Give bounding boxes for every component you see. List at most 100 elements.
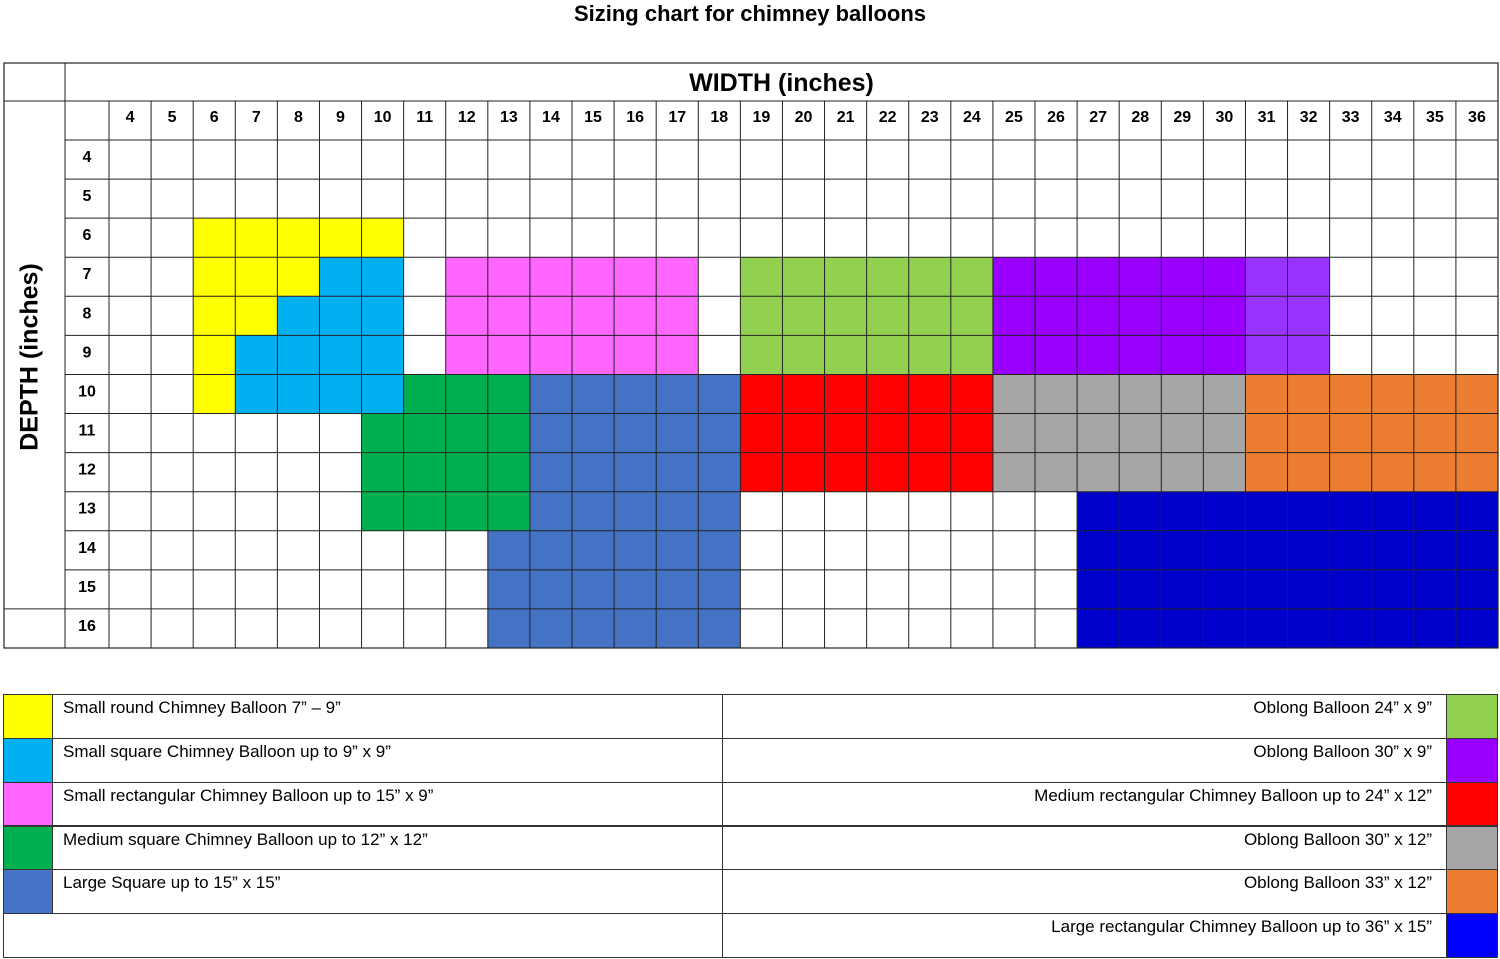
- cell-11x31: [1245, 413, 1288, 453]
- cell-16x14: [529, 608, 572, 648]
- cell-15x29: [1161, 569, 1204, 609]
- cell-7x29: [1161, 257, 1204, 297]
- cell-11x19: [740, 413, 783, 453]
- cell-15x14: [529, 569, 572, 609]
- cell-13x28: [1119, 491, 1162, 531]
- cell-10x14: [529, 374, 572, 414]
- cell-7x10: [361, 257, 404, 297]
- cell-9x13: [487, 335, 530, 375]
- cell-7x28: [1119, 257, 1162, 297]
- cell-12x20: [782, 452, 825, 492]
- cell-10x30: [1203, 374, 1246, 414]
- cell-6x6: [193, 218, 236, 258]
- cell-11x28: [1119, 413, 1162, 453]
- cell-10x25: [992, 374, 1035, 414]
- cell-15x35: [1413, 569, 1456, 609]
- cell-8x15: [572, 296, 615, 336]
- cell-11x26: [1035, 413, 1078, 453]
- cell-7x16: [614, 257, 657, 297]
- cell-8x14: [529, 296, 572, 336]
- cell-9x20: [782, 335, 825, 375]
- cell-6x8: [277, 218, 320, 258]
- cell-11x17: [656, 413, 699, 453]
- cell-11x35: [1413, 413, 1456, 453]
- cell-8x21: [824, 296, 867, 336]
- x-tick-label: 18: [710, 109, 728, 126]
- cell-9x8: [277, 335, 320, 375]
- x-tick-label: 28: [1131, 109, 1149, 126]
- y-tick-label: 14: [78, 540, 96, 557]
- cell-8x30: [1203, 296, 1246, 336]
- x-tick-label: 34: [1384, 109, 1402, 126]
- cell-10x21: [824, 374, 867, 414]
- cell-10x18: [698, 374, 741, 414]
- cell-9x7: [235, 335, 278, 375]
- cell-9x14: [529, 335, 572, 375]
- cell-7x17: [656, 257, 699, 297]
- cell-12x17: [656, 452, 699, 492]
- cell-16x31: [1245, 608, 1288, 648]
- cell-11x23: [908, 413, 951, 453]
- cell-12x25: [992, 452, 1035, 492]
- y-tick-label: 5: [83, 188, 92, 205]
- cell-16x34: [1371, 608, 1414, 648]
- cell-13x18: [698, 491, 741, 531]
- cell-9x23: [908, 335, 951, 375]
- cell-11x20: [782, 413, 825, 453]
- cell-10x24: [950, 374, 993, 414]
- cell-6x10: [361, 218, 404, 258]
- cell-6x9: [319, 218, 362, 258]
- cell-11x10: [361, 413, 404, 453]
- cell-10x27: [1077, 374, 1120, 414]
- cell-8x31: [1245, 296, 1288, 336]
- cell-7x13: [487, 257, 530, 297]
- cell-10x32: [1287, 374, 1330, 414]
- cell-7x27: [1077, 257, 1120, 297]
- cell-10x31: [1245, 374, 1288, 414]
- cell-16x36: [1455, 608, 1498, 648]
- y-tick-label: 9: [83, 344, 92, 361]
- cell-11x24: [950, 413, 993, 453]
- cell-12x26: [1035, 452, 1078, 492]
- cell-10x28: [1119, 374, 1162, 414]
- cell-14x30: [1203, 530, 1246, 570]
- cell-10x29: [1161, 374, 1204, 414]
- cell-7x21: [824, 257, 867, 297]
- cell-8x8: [277, 296, 320, 336]
- cell-10x12: [445, 374, 488, 414]
- cell-16x33: [1329, 608, 1372, 648]
- cell-14x13: [487, 530, 530, 570]
- cell-11x16: [614, 413, 657, 453]
- cell-10x34: [1371, 374, 1414, 414]
- cell-11x36: [1455, 413, 1498, 453]
- x-tick-label: 7: [252, 109, 261, 126]
- x-tick-label: 11: [416, 109, 433, 126]
- cell-12x35: [1413, 452, 1456, 492]
- cell-15x27: [1077, 569, 1120, 609]
- cell-15x17: [656, 569, 699, 609]
- cell-16x18: [698, 608, 741, 648]
- cell-14x17: [656, 530, 699, 570]
- cell-13x27: [1077, 491, 1120, 531]
- y-tick-label: 8: [83, 305, 92, 322]
- cell-9x32: [1287, 335, 1330, 375]
- cell-12x32: [1287, 452, 1330, 492]
- cell-15x31: [1245, 569, 1288, 609]
- y-tick-label: 6: [83, 227, 92, 244]
- cell-12x28: [1119, 452, 1162, 492]
- cell-9x15: [572, 335, 615, 375]
- cell-9x24: [950, 335, 993, 375]
- cell-9x6: [193, 335, 236, 375]
- y-tick-label: 7: [83, 266, 92, 283]
- cell-15x33: [1329, 569, 1372, 609]
- cell-7x24: [950, 257, 993, 297]
- cell-14x32: [1287, 530, 1330, 570]
- x-tick-label: 12: [458, 109, 476, 126]
- cell-7x9: [319, 257, 362, 297]
- cell-10x10: [361, 374, 404, 414]
- cell-9x28: [1119, 335, 1162, 375]
- cell-12x19: [740, 452, 783, 492]
- cell-10x15: [572, 374, 615, 414]
- x-tick-label: 26: [1047, 109, 1065, 126]
- cell-14x18: [698, 530, 741, 570]
